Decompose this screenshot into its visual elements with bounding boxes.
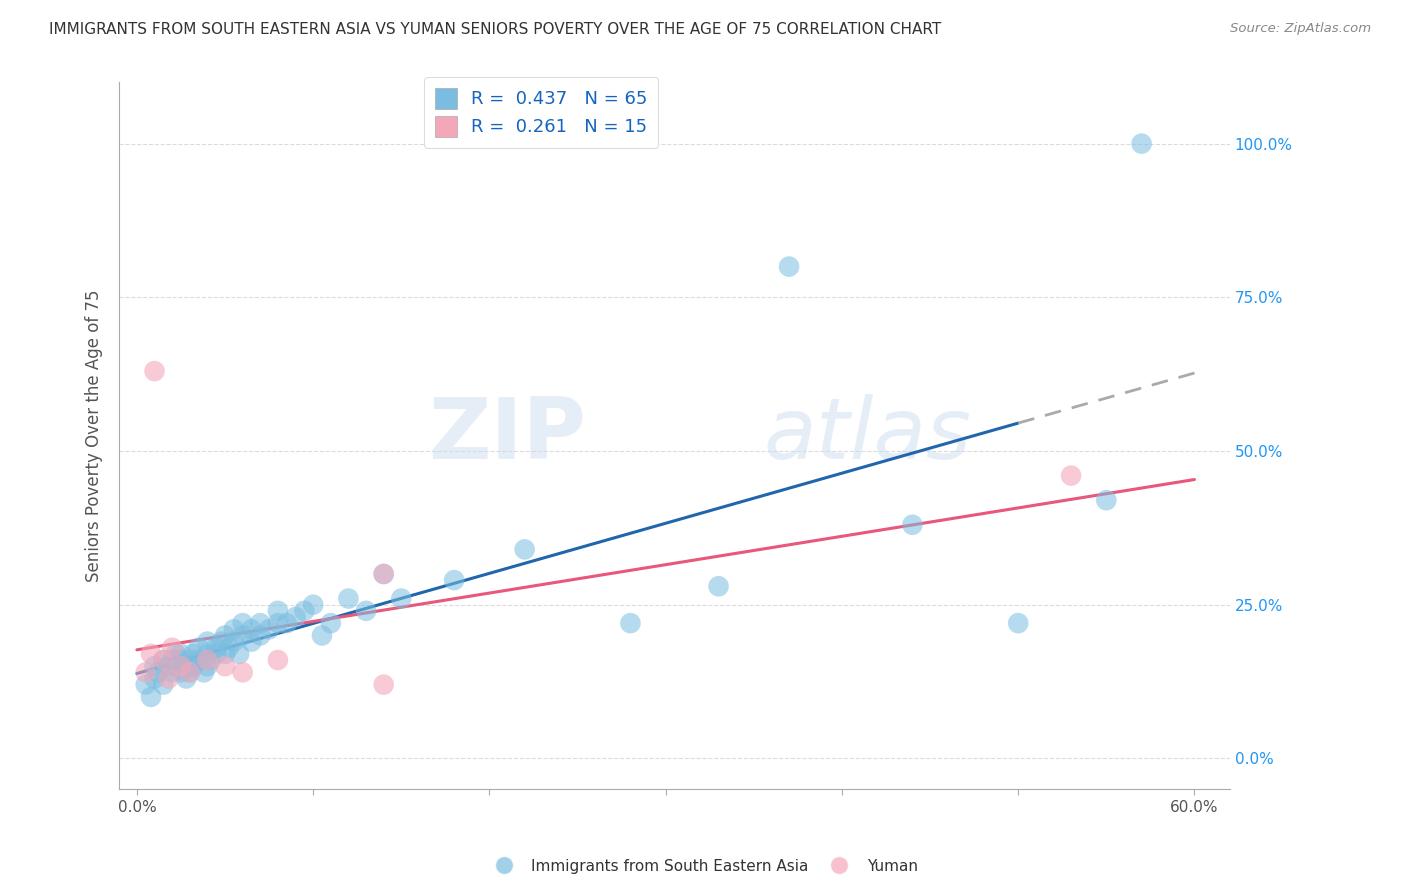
Point — [778, 260, 800, 274]
Point — [214, 659, 236, 673]
Point — [181, 647, 204, 661]
Point — [228, 647, 250, 661]
Point — [170, 647, 193, 661]
Point — [267, 653, 290, 667]
Point — [257, 622, 280, 636]
Point — [232, 628, 254, 642]
Point — [1095, 493, 1118, 508]
Point — [160, 640, 183, 655]
Point — [337, 591, 360, 606]
Point — [1130, 136, 1153, 151]
Point — [170, 665, 193, 680]
Point — [197, 653, 219, 667]
Point — [139, 690, 162, 704]
Point — [197, 659, 219, 673]
Point — [181, 659, 204, 673]
Point — [214, 628, 236, 642]
Point — [152, 653, 174, 667]
Point — [292, 604, 315, 618]
Point — [249, 616, 271, 631]
Point — [1007, 616, 1029, 631]
Point — [443, 573, 465, 587]
Point — [197, 647, 219, 661]
Point — [179, 665, 201, 680]
Point — [197, 634, 219, 648]
Point — [143, 672, 166, 686]
Point — [267, 604, 290, 618]
Point — [218, 640, 240, 655]
Point — [354, 604, 377, 618]
Point — [373, 678, 395, 692]
Point — [143, 364, 166, 378]
Point — [619, 616, 641, 631]
Point — [707, 579, 730, 593]
Text: IMMIGRANTS FROM SOUTH EASTERN ASIA VS YUMAN SENIORS POVERTY OVER THE AGE OF 75 C: IMMIGRANTS FROM SOUTH EASTERN ASIA VS YU… — [49, 22, 942, 37]
Point — [160, 653, 183, 667]
Point — [373, 566, 395, 581]
Y-axis label: Seniors Poverty Over the Age of 75: Seniors Poverty Over the Age of 75 — [86, 289, 103, 582]
Point — [179, 653, 201, 667]
Point — [240, 622, 263, 636]
Point — [513, 542, 536, 557]
Point — [205, 647, 228, 661]
Point — [179, 665, 201, 680]
Point — [276, 616, 298, 631]
Point — [205, 640, 228, 655]
Point — [373, 566, 395, 581]
Point — [187, 640, 209, 655]
Point — [389, 591, 412, 606]
Point — [143, 659, 166, 673]
Point — [179, 659, 201, 673]
Text: ZIP: ZIP — [427, 394, 586, 477]
Point — [146, 665, 169, 680]
Point — [211, 634, 233, 648]
Point — [152, 653, 174, 667]
Point — [249, 628, 271, 642]
Point — [174, 672, 197, 686]
Text: Source: ZipAtlas.com: Source: ZipAtlas.com — [1230, 22, 1371, 36]
Point — [311, 628, 333, 642]
Point — [232, 665, 254, 680]
Point — [187, 653, 209, 667]
Point — [284, 610, 307, 624]
Point — [160, 665, 183, 680]
Point — [157, 672, 180, 686]
Point — [214, 647, 236, 661]
Point — [170, 659, 193, 673]
Point — [135, 678, 157, 692]
Point — [139, 647, 162, 661]
Point — [319, 616, 342, 631]
Text: atlas: atlas — [763, 394, 972, 477]
Point — [240, 634, 263, 648]
Point — [901, 517, 924, 532]
Legend: Immigrants from South Eastern Asia, Yuman: Immigrants from South Eastern Asia, Yuma… — [482, 853, 924, 880]
Point — [302, 598, 325, 612]
Point — [267, 616, 290, 631]
Legend: R =  0.437   N = 65, R =  0.261   N = 15: R = 0.437 N = 65, R = 0.261 N = 15 — [425, 77, 658, 148]
Point — [193, 665, 215, 680]
Point — [170, 653, 193, 667]
Point — [1060, 468, 1083, 483]
Point — [222, 634, 245, 648]
Point — [222, 622, 245, 636]
Point — [157, 659, 180, 673]
Point — [200, 653, 222, 667]
Point — [232, 616, 254, 631]
Point — [165, 647, 187, 661]
Point — [165, 659, 187, 673]
Point — [152, 678, 174, 692]
Point — [135, 665, 157, 680]
